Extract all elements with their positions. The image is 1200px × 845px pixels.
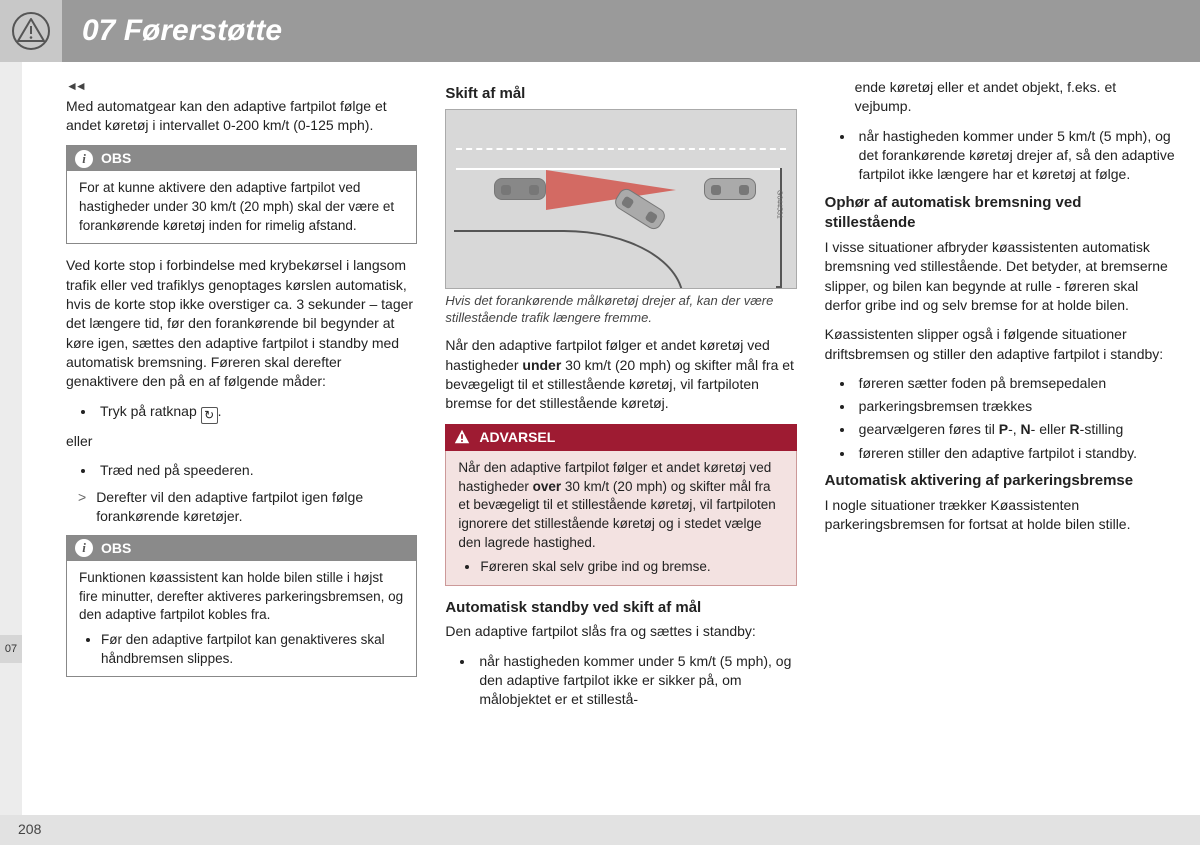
bold-text: P xyxy=(999,421,1008,437)
bullet-list: føreren sætter foden på bremsepedalen pa… xyxy=(825,374,1176,463)
bold-text: R xyxy=(1070,421,1080,437)
target-change-figure: G044531 xyxy=(445,109,796,289)
text: Funktionen køassistent kan holde bilen s… xyxy=(79,570,403,622)
page-header: 07 Førerstøtte xyxy=(0,0,1200,62)
note-header: i OBS xyxy=(67,146,416,171)
body-text: Ved korte stop i forbindelse med krybekø… xyxy=(66,256,417,391)
chevron-icon: > xyxy=(78,488,86,527)
list-item: Føreren skal selv gribe ind og bremse. xyxy=(480,558,783,577)
body-text: Når den adaptive fartpilot følger et and… xyxy=(445,336,796,413)
body-text: Køassistenten slipper også i følgende si… xyxy=(825,325,1176,364)
column-3: ende køretøj eller et andet objekt, f.ek… xyxy=(825,78,1176,718)
note-body: Funktionen køassistent kan holde bilen s… xyxy=(67,561,416,676)
content-area: ◄◄ Med automatgear kan den adaptive fart… xyxy=(66,78,1176,718)
text: -, xyxy=(1008,421,1020,437)
warning-title: ADVARSEL xyxy=(479,428,555,447)
obs-note-box: i OBS Funktionen køassistent kan holde b… xyxy=(66,535,417,677)
list-item: Før den adaptive fartpilot kan genaktive… xyxy=(101,631,404,668)
list-item: når hastigheden kommer under 5 km/t (5 m… xyxy=(475,652,796,710)
info-icon: i xyxy=(75,539,93,557)
resume-button-icon: ↻ xyxy=(201,407,218,424)
note-header: i OBS xyxy=(67,536,416,561)
list-item: når hastigheden kommer under 5 km/t (5 m… xyxy=(855,127,1176,185)
bold-text: N xyxy=(1021,421,1031,437)
bold-text: over xyxy=(533,479,562,494)
text: Tryk på ratknap xyxy=(100,403,201,419)
text: Derefter vil den adaptive fartpilot igen… xyxy=(96,488,417,527)
result-item: > Derefter vil den adaptive fartpilot ig… xyxy=(66,488,417,527)
body-text: Med automatgear kan den adaptive fartpil… xyxy=(66,97,417,136)
note-title: OBS xyxy=(101,149,131,168)
car-icon xyxy=(704,178,756,200)
sidebar-strip xyxy=(0,0,22,845)
car-icon xyxy=(494,178,546,200)
warning-triangle-icon xyxy=(0,0,62,62)
text: - eller xyxy=(1031,421,1070,437)
body-text: eller xyxy=(66,432,417,451)
body-text: ende køretøj eller et andet objekt, f.ek… xyxy=(825,78,1176,117)
section-heading: Skift af mål xyxy=(445,84,796,105)
list-item: Tryk på ratknap ↻. xyxy=(96,402,417,424)
bullet-list: Tryk på ratknap ↻. xyxy=(66,402,417,424)
warning-header: ADVARSEL xyxy=(445,424,796,451)
list-item: føreren sætter foden på bremsepedalen xyxy=(855,374,1176,393)
list-item: parkeringsbremsen trækkes xyxy=(855,397,1176,416)
continuation-marker-icon: ◄◄ xyxy=(66,78,417,95)
text: -stilling xyxy=(1080,421,1124,437)
bullet-list: når hastigheden kommer under 5 km/t (5 m… xyxy=(445,652,796,710)
footer: 208 xyxy=(0,815,1200,845)
section-heading: Automatisk aktivering af parkeringsbrems… xyxy=(825,471,1176,492)
list-item: Træd ned på speederen. xyxy=(96,461,417,480)
bold-text: under xyxy=(522,357,561,373)
body-text: I visse situationer afbryder køassistent… xyxy=(825,238,1176,315)
section-heading: Automatisk standby ved skift af mål xyxy=(445,598,796,619)
list-item: føreren stiller den adaptive fartpilot i… xyxy=(855,444,1176,463)
section-heading: Ophør af automatisk bremsning ved stille… xyxy=(825,193,1176,234)
chapter-tab: 07 xyxy=(0,635,22,663)
note-body: For at kunne aktivere den adaptive fartp… xyxy=(67,171,416,243)
page-title: 07 Førerstøtte xyxy=(82,14,282,48)
figure-caption: Hvis det forankørende målkøretøj drejer … xyxy=(445,293,796,327)
bullet-list: når hastigheden kommer under 5 km/t (5 m… xyxy=(825,127,1176,185)
body-text: I nogle situationer trækker Køassistente… xyxy=(825,496,1176,535)
obs-note-box: i OBS For at kunne aktivere den adaptive… xyxy=(66,145,417,244)
text: gearvælgeren føres til xyxy=(859,421,999,437)
info-icon: i xyxy=(75,150,93,168)
page-number: 208 xyxy=(18,821,41,837)
list-item: gearvælgeren føres til P-, N- eller R-st… xyxy=(855,420,1176,439)
column-2: Skift af mål G044531 Hvis det forankøren… xyxy=(445,78,796,718)
warning-body: Når den adaptive fartpilot følger et and… xyxy=(445,451,796,586)
warning-icon xyxy=(453,428,471,446)
note-title: OBS xyxy=(101,539,131,558)
body-text: Den adaptive fartpilot slås fra og sætte… xyxy=(445,622,796,641)
bullet-list: Træd ned på speederen. xyxy=(66,461,417,480)
warning-box: ADVARSEL Når den adaptive fartpilot følg… xyxy=(445,424,796,586)
column-1: ◄◄ Med automatgear kan den adaptive fart… xyxy=(66,78,417,718)
figure-id: G044531 xyxy=(774,190,784,219)
